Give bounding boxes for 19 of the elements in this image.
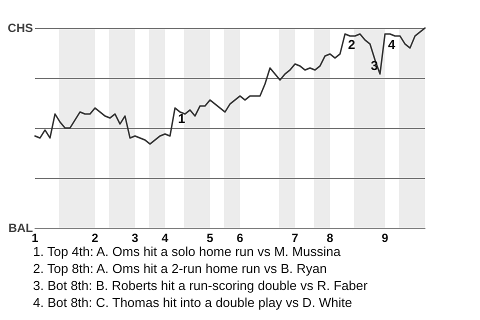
annotation: 1 xyxy=(178,111,186,126)
x-tick-label: 8 xyxy=(326,231,334,245)
text: BAL xyxy=(8,221,33,235)
x-tick-label: 4 xyxy=(162,231,169,245)
x-tick-label: 5 xyxy=(206,231,214,245)
annotation: 2 xyxy=(348,37,356,52)
x-tick-label: 3 xyxy=(132,231,139,245)
annotation: 4 xyxy=(388,37,396,52)
text: 4. Bot 8th: C. Thomas hit into a double play vs D. White xyxy=(33,294,354,311)
text: CHS xyxy=(8,21,33,35)
text: 3. Bot 8th: B. Roberts hit a run-scoring double vs R. Faber xyxy=(33,277,368,294)
text: 2. Top 8th: A. Oms hit a 2-run home run vs B. Ryan xyxy=(33,260,328,277)
annotation: 3 xyxy=(370,58,378,73)
x-tick-label: 2 xyxy=(92,231,99,245)
x-tick-label: 9 xyxy=(382,231,389,245)
text: 1. Top 4th: A. Oms hit a solo home run vs M. Mussina xyxy=(33,243,342,260)
x-tick-label: 7 xyxy=(292,231,299,245)
x-tick-label: 6 xyxy=(236,231,244,245)
x-tick-label: 1 xyxy=(32,231,39,245)
